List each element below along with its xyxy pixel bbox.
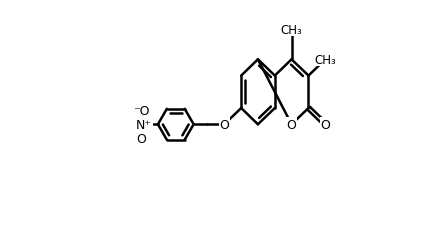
Text: O: O bbox=[286, 118, 296, 131]
Text: ⁻O: ⁻O bbox=[133, 104, 150, 117]
Text: O: O bbox=[320, 118, 330, 131]
Text: N⁺: N⁺ bbox=[136, 118, 152, 131]
Text: O: O bbox=[137, 132, 146, 145]
Text: CH₃: CH₃ bbox=[281, 24, 303, 36]
Text: O: O bbox=[219, 118, 229, 131]
Text: CH₃: CH₃ bbox=[314, 54, 336, 67]
